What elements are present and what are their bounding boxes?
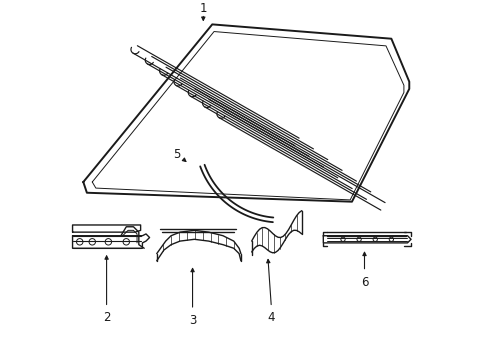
Text: 6: 6 [360, 276, 367, 289]
Text: 4: 4 [267, 311, 275, 324]
Text: 1: 1 [199, 3, 206, 15]
Text: 3: 3 [188, 314, 196, 327]
Text: 2: 2 [102, 311, 110, 324]
Text: 5: 5 [173, 148, 181, 161]
